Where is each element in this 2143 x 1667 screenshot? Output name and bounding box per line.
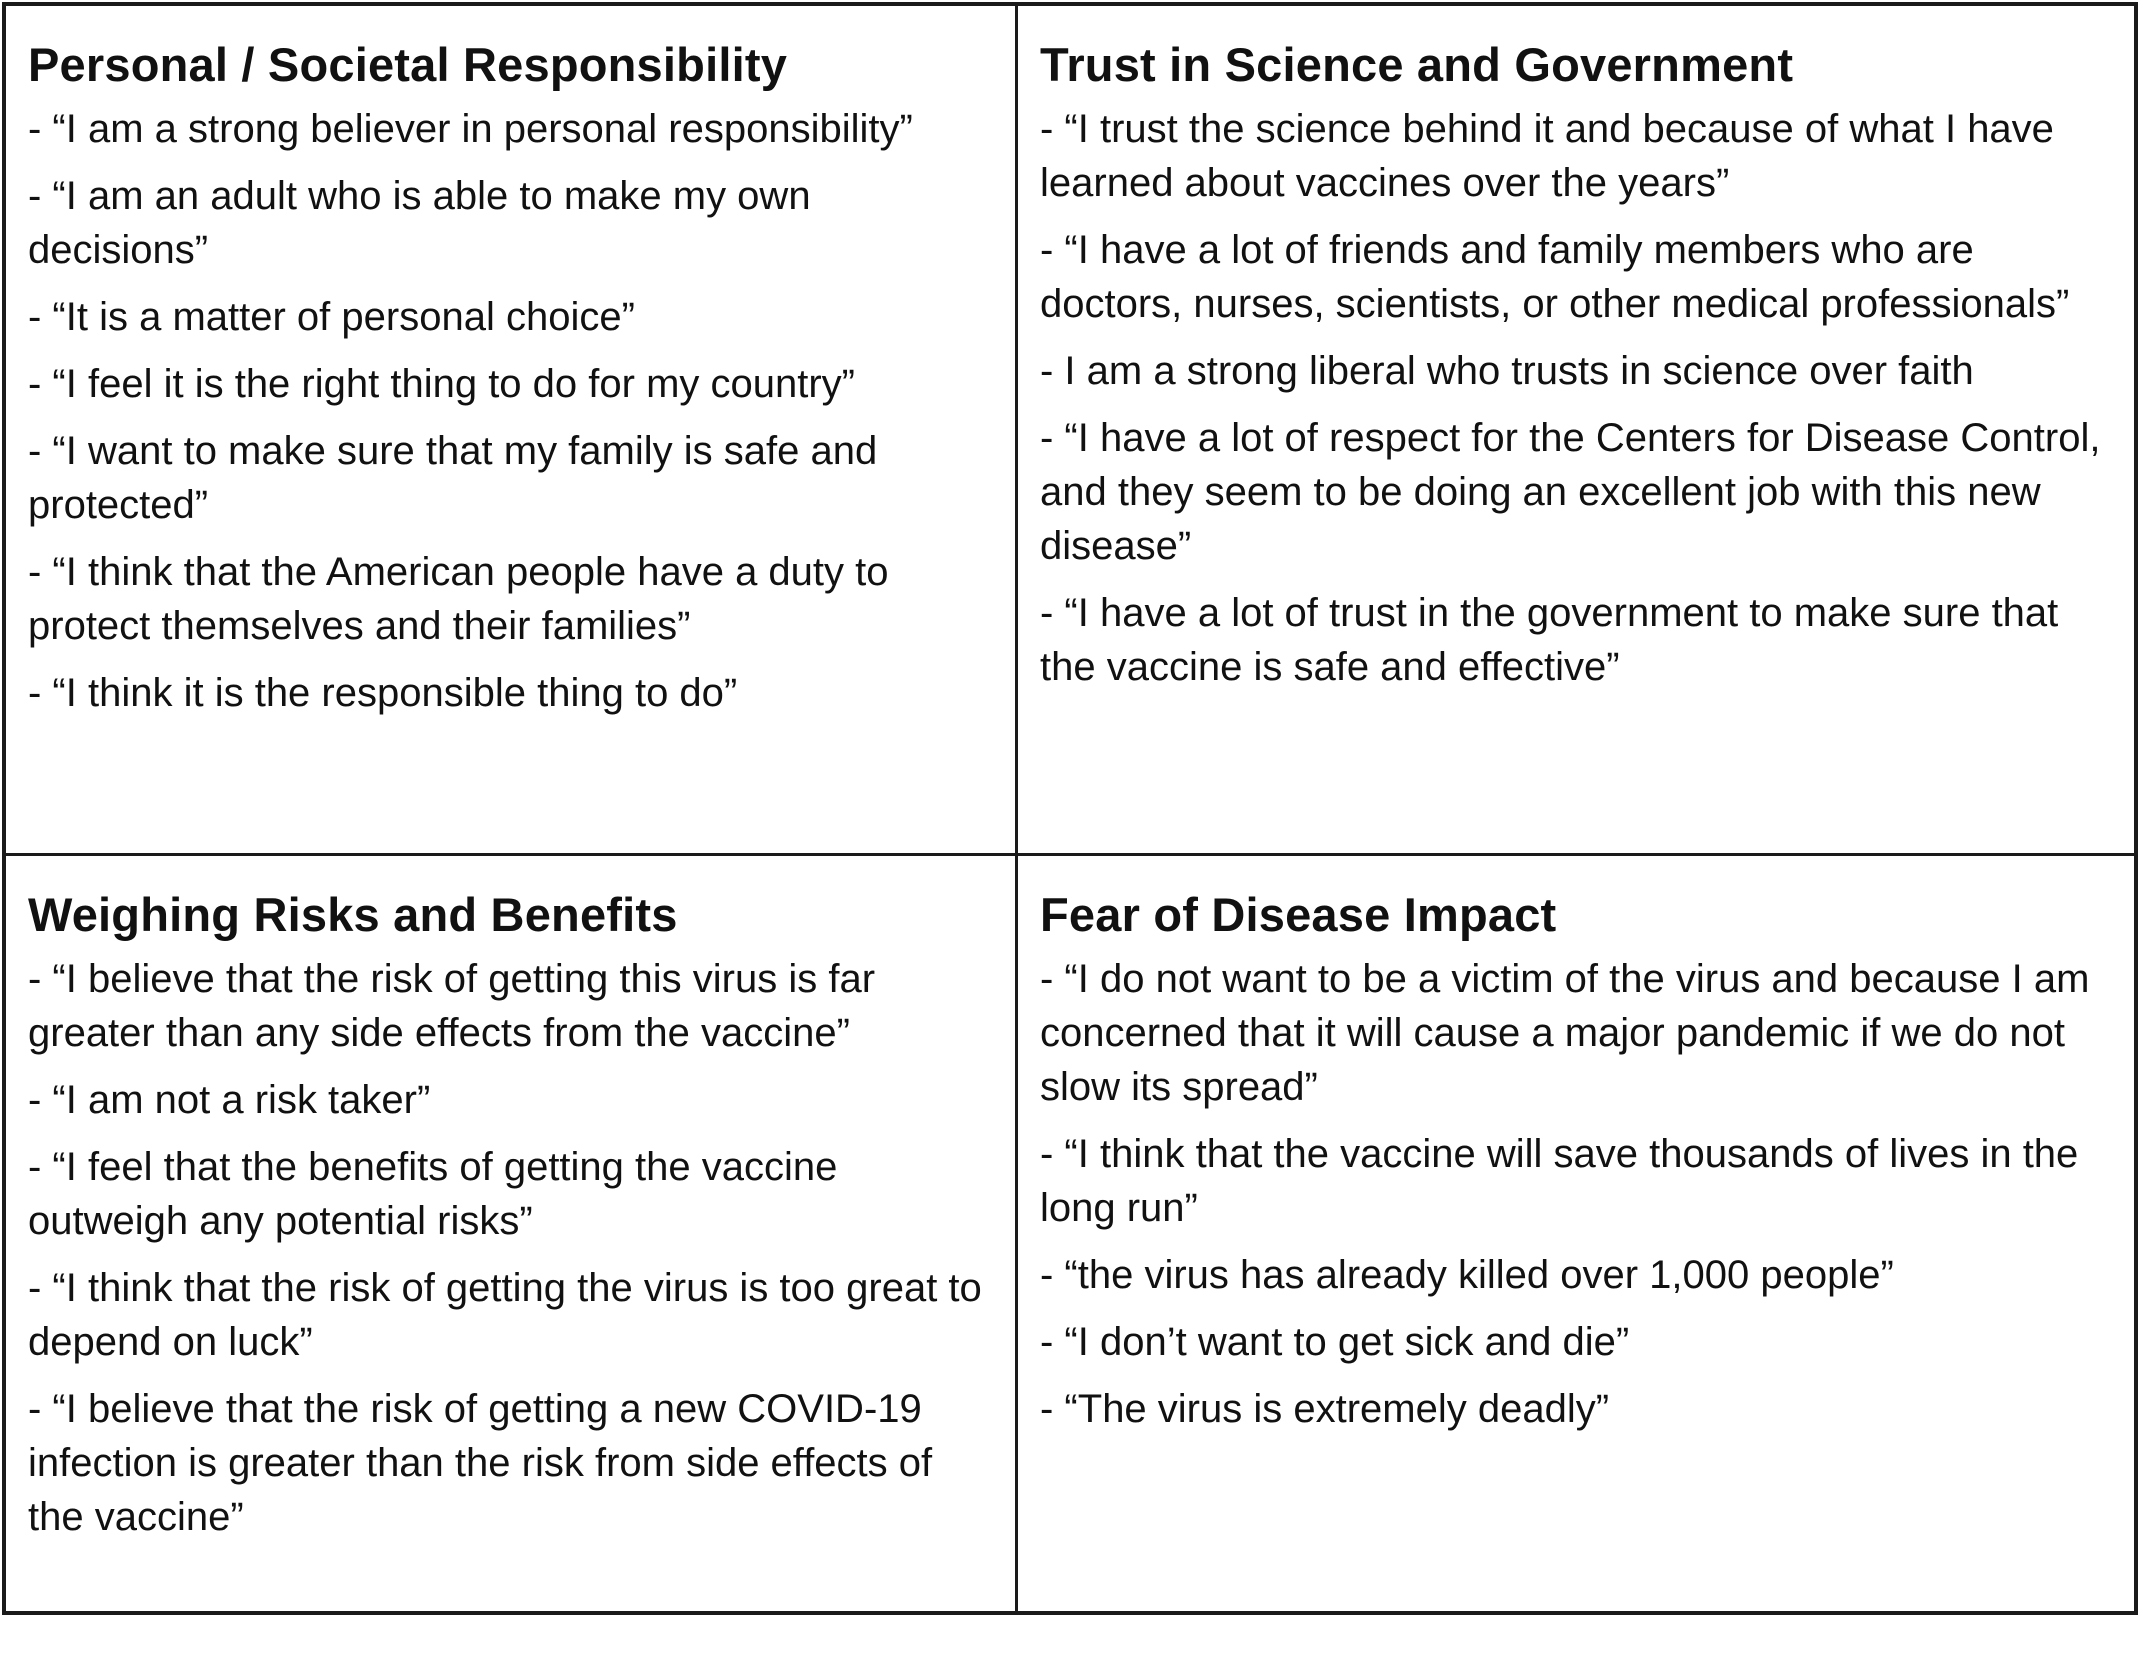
quote-item: - “I have a lot of trust in the governme… (1040, 591, 2059, 689)
quote-item: - “I want to make sure that my family is… (28, 429, 878, 527)
quote-item: - “I have a lot of friends and family me… (1040, 228, 2070, 326)
quote-item: - “I am not a risk taker” (28, 1078, 431, 1122)
quote-item: - I am a strong liberal who trusts in sc… (1040, 349, 1974, 393)
quote-item: - “I am a strong believer in personal re… (28, 107, 913, 151)
quadrant-table: Personal / Societal Responsibility - “I … (2, 2, 2138, 1615)
quote-item: - “I am an adult who is able to make my … (28, 174, 811, 272)
quote-item: - “It is a matter of personal choice” (28, 295, 635, 339)
quadrant-weighing-risks-and-benefits: Weighing Risks and Benefits - “I believe… (6, 856, 1018, 1611)
quote-item: - “I feel that the benefits of getting t… (28, 1145, 838, 1243)
quote-item: - “I feel it is the right thing to do fo… (28, 362, 855, 406)
quadrant-trust-in-science-and-government: Trust in Science and Government - “I tru… (1018, 6, 2134, 856)
quote-item: - “I have a lot of respect for the Cente… (1040, 416, 2101, 568)
quote-item: - “I think that the risk of getting the … (28, 1266, 982, 1364)
quadrant-fear-of-disease-impact: Fear of Disease Impact - “I do not want … (1018, 856, 2134, 1611)
quote-item: - “I think it is the responsible thing t… (28, 671, 738, 715)
quote-item: - “I think that the American people have… (28, 550, 889, 648)
quote-list: - “I am a strong believer in personal re… (28, 102, 993, 720)
quadrant-title: Trust in Science and Government (1040, 38, 1794, 91)
quote-item: - “the virus has already killed over 1,0… (1040, 1253, 1894, 1297)
quote-item: - “I think that the vaccine will save th… (1040, 1132, 2079, 1230)
quote-list: - “I trust the science behind it and bec… (1040, 102, 2112, 694)
quote-list: - “I believe that the risk of getting th… (28, 952, 993, 1544)
quote-item: - “The virus is extremely deadly” (1040, 1387, 1610, 1431)
quadrant-personal-societal-responsibility: Personal / Societal Responsibility - “I … (6, 6, 1018, 856)
quote-item: - “I don’t want to get sick and die” (1040, 1320, 1630, 1364)
quote-item: - “I believe that the risk of getting th… (28, 957, 876, 1055)
quote-item: - “I trust the science behind it and bec… (1040, 107, 2054, 205)
quadrant-title: Personal / Societal Responsibility (28, 38, 788, 91)
quote-item: - “I do not want to be a victim of the v… (1040, 957, 2090, 1109)
quote-item: - “I believe that the risk of getting a … (28, 1387, 933, 1539)
quadrant-title: Fear of Disease Impact (1040, 888, 1557, 941)
quadrant-title: Weighing Risks and Benefits (28, 888, 678, 941)
quote-list: - “I do not want to be a victim of the v… (1040, 952, 2112, 1436)
